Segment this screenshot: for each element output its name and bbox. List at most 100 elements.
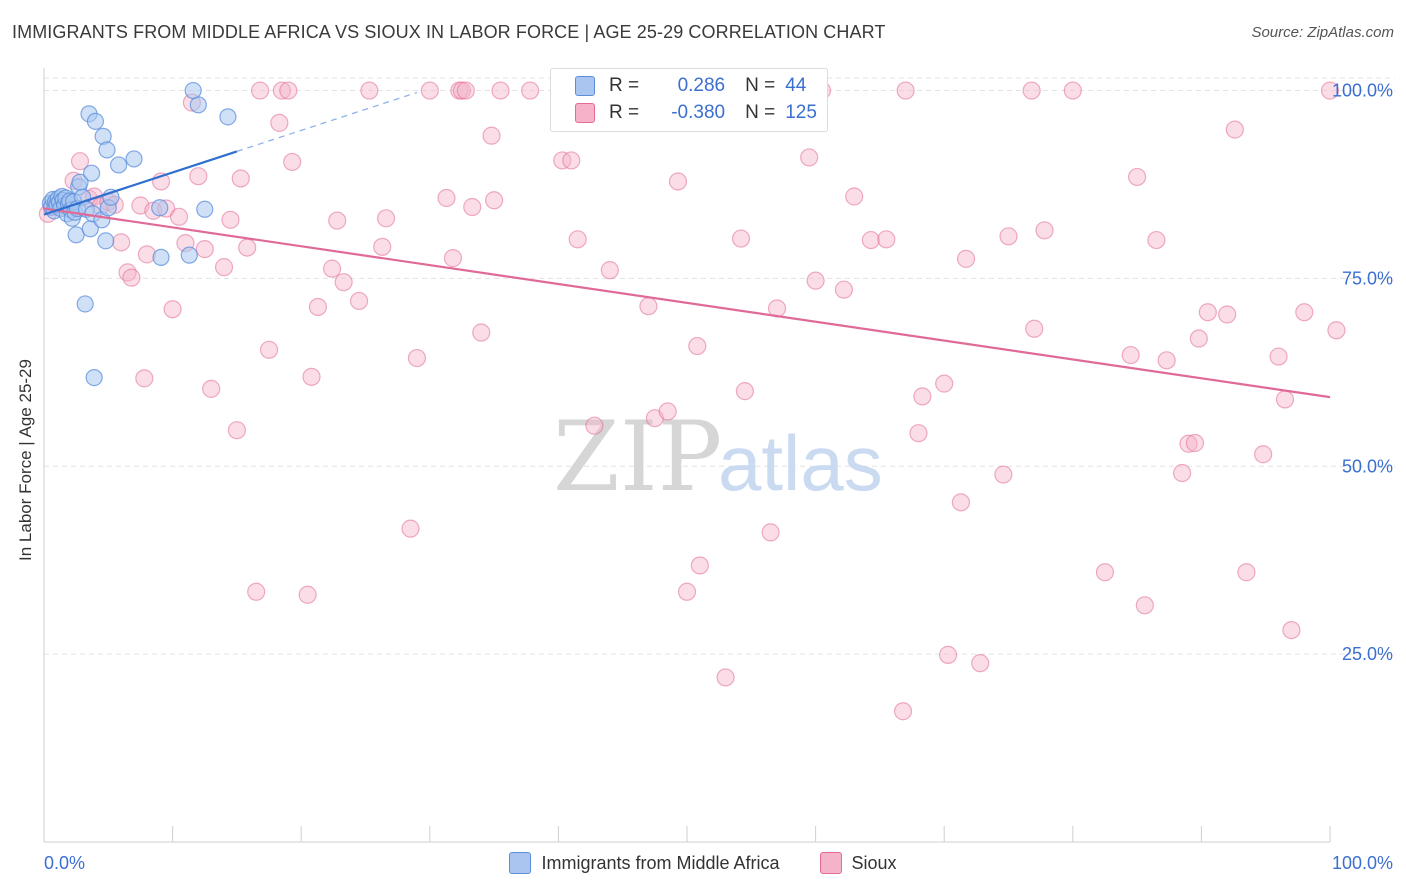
sioux-point [639, 297, 658, 316]
series-legend: Immigrants from Middle Africa Sioux [0, 852, 1406, 874]
watermark-zip: ZIP [553, 401, 722, 513]
sioux-point [463, 197, 482, 217]
sioux-point [195, 240, 214, 259]
sioux-point [308, 297, 328, 317]
sioux-point [360, 81, 379, 100]
middle-africa-point [152, 248, 170, 266]
sioux-point [279, 81, 298, 100]
sioux-point [562, 151, 581, 170]
middle-africa-point [86, 112, 105, 130]
sioux-point [1063, 81, 1082, 100]
sioux-point [1225, 120, 1244, 139]
sioux-point [761, 523, 780, 542]
legend-r-label: R = [609, 102, 640, 123]
middle-africa-point [189, 96, 207, 114]
sioux-point [298, 585, 317, 604]
sioux-point [1189, 329, 1208, 348]
sioux-point [407, 348, 427, 368]
axes [43, 68, 1331, 843]
sioux-point [861, 230, 880, 250]
sioux-point [658, 402, 677, 421]
sioux-point [1327, 321, 1346, 340]
sioux-point [70, 152, 90, 171]
sioux-point [935, 374, 954, 393]
sioux-point [1282, 620, 1301, 640]
sioux-point [238, 238, 257, 257]
sioux-point [690, 556, 709, 575]
sioux-point [600, 261, 619, 280]
y-tick-label: 25.0% [1342, 644, 1393, 664]
sioux-point [259, 340, 279, 359]
sioux-point [913, 387, 932, 406]
sioux-point [1147, 230, 1166, 250]
legend-n-value: 125 [785, 102, 817, 123]
y-tick-label: 75.0% [1342, 268, 1393, 288]
sioux-point [221, 210, 240, 229]
sioux-point [1185, 433, 1205, 453]
legend-row-middle-africa: R = 0.286 N = 44 [575, 75, 806, 97]
sioux-point [668, 172, 688, 191]
sioux-point [909, 424, 928, 443]
sioux-point [250, 81, 270, 100]
sioux-point [214, 258, 234, 277]
y-tick-label: 100.0% [1332, 81, 1393, 101]
sioux-point [1320, 81, 1340, 100]
source-credit: Source: ZipAtlas.com [1251, 24, 1394, 41]
sioux-point [877, 230, 896, 249]
sioux-point [163, 300, 182, 319]
legend-item-sioux[interactable]: Sioux [819, 852, 897, 874]
sioux-point [956, 249, 976, 268]
legend-swatch-blue [575, 76, 595, 96]
sioux-point [169, 207, 189, 226]
sioux-point [443, 249, 463, 268]
legend-r-label: R = [609, 75, 640, 96]
sioux-point [951, 493, 971, 512]
sioux-point [482, 126, 501, 145]
sioux-point [247, 582, 266, 601]
x-tick-label: 100.0% [1332, 853, 1393, 873]
sioux-point [231, 169, 250, 188]
gridlines [44, 77, 1395, 655]
legend-item-middle-africa[interactable]: Immigrants from Middle Africa [509, 852, 780, 874]
sioux-point [1127, 167, 1147, 187]
sioux-point [845, 187, 864, 206]
sioux-point [731, 229, 751, 248]
sioux-point [1218, 305, 1237, 324]
y-tick-label: 50.0% [1342, 456, 1393, 476]
sioux-point [893, 702, 913, 721]
legend-swatch-pink [819, 852, 842, 874]
middle-africa-point [76, 295, 94, 313]
legend-swatch-blue [509, 852, 532, 874]
y-axis-label: In Labor Force | Age 25-29 [16, 359, 35, 561]
sioux-point [485, 191, 504, 210]
sioux-point [1035, 221, 1054, 240]
sioux-point [1254, 445, 1273, 464]
sioux-point [420, 81, 439, 100]
sioux-point [938, 645, 958, 664]
legend-label: Sioux [851, 852, 897, 873]
x-tick-label: 0.0% [44, 853, 85, 873]
sioux-point [189, 167, 208, 186]
sioux-point [677, 582, 697, 601]
middle-africa-point [196, 200, 214, 218]
tick-labels: 25.0% 50.0% 75.0% 100.0% 0.0% 100.0% [44, 81, 1393, 873]
legend-n-label: N = [745, 102, 776, 123]
sioux-point [1275, 390, 1295, 409]
sioux-trend-line [43, 207, 1331, 399]
middle-africa-point [151, 199, 169, 217]
middle-africa-point [85, 369, 103, 387]
sioux-point [1295, 303, 1314, 322]
middle-africa-point [98, 141, 116, 159]
sioux-point [716, 668, 735, 687]
middle-africa-point [97, 232, 115, 250]
sioux-point [376, 209, 396, 228]
sioux-point [1198, 303, 1217, 322]
middle-africa-point [180, 246, 198, 264]
sioux-point [373, 237, 392, 256]
sioux-point [806, 271, 825, 290]
sioux-point [137, 245, 156, 264]
sioux-point [1095, 563, 1115, 582]
sioux-point [202, 379, 221, 398]
middle-africa-point [219, 108, 237, 126]
